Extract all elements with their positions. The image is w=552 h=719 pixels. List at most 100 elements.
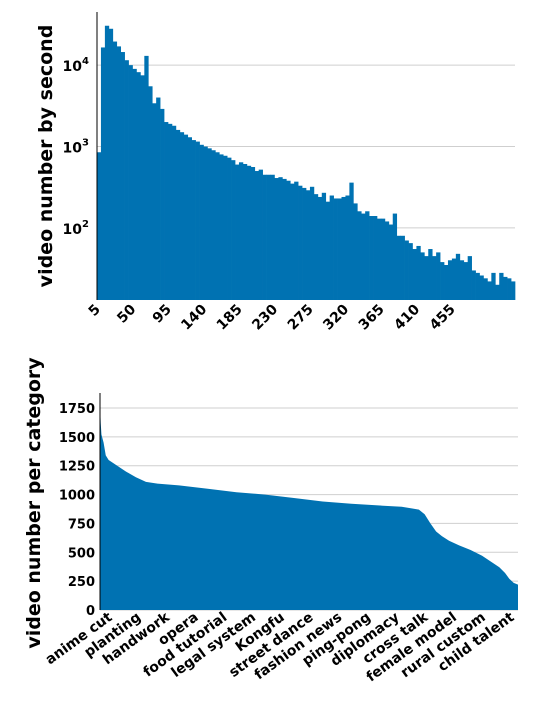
bottom-y-tick-label: 1750 bbox=[59, 402, 95, 417]
top-x-tick-label: 455 bbox=[427, 302, 459, 334]
bottom-bars-area bbox=[100, 403, 518, 610]
bottom-y-tick-label: 1250 bbox=[59, 460, 95, 475]
top-bar bbox=[104, 25, 110, 301]
bottom-y-axis-label: video number per category bbox=[23, 357, 45, 649]
top-bar bbox=[471, 270, 476, 300]
top-x-tick-label: 230 bbox=[249, 301, 281, 333]
top-bar bbox=[412, 249, 417, 300]
top-bar bbox=[262, 174, 267, 300]
top-bar bbox=[203, 146, 208, 300]
top-bar bbox=[290, 183, 295, 300]
top-bar bbox=[140, 75, 145, 301]
top-bar bbox=[124, 60, 129, 300]
top-bar bbox=[132, 68, 137, 300]
top-y-tick-labels: 102 103 104 bbox=[63, 56, 89, 238]
top-bar bbox=[306, 190, 311, 300]
top-bar bbox=[376, 218, 382, 300]
top-bar bbox=[152, 103, 157, 300]
top-bar bbox=[100, 47, 106, 301]
top-bar bbox=[396, 235, 401, 300]
bottom-bars bbox=[100, 403, 518, 610]
top-bar bbox=[349, 182, 354, 300]
top-bar bbox=[432, 256, 437, 300]
top-bar bbox=[235, 164, 240, 300]
top-bar bbox=[219, 154, 224, 300]
bottom-y-tick-label: 500 bbox=[68, 546, 95, 561]
top-bar bbox=[211, 150, 216, 300]
top-x-tick-label: 185 bbox=[214, 302, 246, 334]
top-bar bbox=[384, 221, 390, 300]
top-bar bbox=[270, 174, 275, 300]
bottom-y-tick-label: 750 bbox=[68, 517, 95, 532]
top-bar bbox=[227, 157, 232, 300]
top-bar bbox=[365, 211, 370, 300]
top-bar bbox=[258, 169, 263, 300]
top-bar bbox=[341, 196, 346, 300]
top-bar bbox=[459, 260, 465, 300]
top-bar bbox=[309, 186, 315, 300]
top-x-tick-label: 140 bbox=[178, 301, 210, 333]
top-bar bbox=[313, 194, 319, 300]
top-bar bbox=[380, 218, 386, 300]
top-bar bbox=[128, 65, 133, 300]
top-bar bbox=[171, 125, 177, 300]
top-bar bbox=[463, 262, 469, 300]
top-x-tick-label: 275 bbox=[285, 302, 317, 334]
top-bar bbox=[175, 129, 181, 300]
top-bar bbox=[302, 187, 307, 300]
top-bar bbox=[120, 52, 125, 300]
top-bar bbox=[420, 252, 425, 300]
top-bar bbox=[392, 213, 398, 300]
top-bar bbox=[329, 195, 334, 300]
bottom-y-tick-label: 0 bbox=[86, 604, 95, 619]
top-bar bbox=[215, 152, 220, 300]
top-bar bbox=[507, 278, 512, 300]
top-bar bbox=[511, 281, 516, 300]
top-x-tick-label: 365 bbox=[356, 302, 388, 334]
top-bar bbox=[451, 258, 457, 300]
top-bar bbox=[325, 201, 331, 300]
top-bar bbox=[345, 195, 350, 300]
top-bar bbox=[373, 216, 378, 300]
top-x-tick-labels: 5 50 95 140 185 230 275 320 365 410 455 bbox=[86, 301, 459, 333]
top-bar bbox=[424, 256, 429, 300]
top-bar bbox=[487, 281, 492, 300]
top-bar bbox=[266, 174, 271, 300]
top-bar bbox=[250, 167, 256, 300]
top-bar bbox=[195, 141, 200, 300]
top-bar bbox=[286, 180, 291, 300]
top-bar bbox=[231, 160, 236, 300]
top-bar bbox=[207, 148, 212, 300]
bottom-y-tick-label: 1500 bbox=[59, 431, 95, 446]
top-bar bbox=[179, 132, 185, 300]
top-bar bbox=[479, 275, 484, 300]
top-x-tick-label: 50 bbox=[114, 301, 139, 326]
distribution-per-category: 0 250 500 750 1000 1250 1500 1750 anime cutplan… bbox=[23, 357, 518, 685]
top-bar bbox=[108, 28, 114, 301]
top-bar bbox=[416, 245, 421, 300]
top-bar bbox=[388, 224, 394, 300]
top-bar bbox=[483, 278, 488, 300]
top-x-tick-label: 5 bbox=[86, 302, 104, 320]
top-bar bbox=[242, 163, 248, 300]
bottom-y-tick-label: 1000 bbox=[59, 489, 95, 504]
bottom-y-tick-label: 250 bbox=[68, 575, 95, 590]
top-bar bbox=[455, 253, 461, 300]
top-bar bbox=[144, 55, 149, 300]
top-bar bbox=[440, 262, 445, 300]
top-bar bbox=[254, 171, 260, 300]
top-y-axis-label: video number by second bbox=[35, 25, 57, 288]
top-bar bbox=[116, 46, 122, 300]
top-bar bbox=[317, 196, 323, 300]
top-bar bbox=[246, 165, 252, 300]
top-bar bbox=[191, 140, 196, 300]
top-bar bbox=[353, 203, 358, 300]
top-bar bbox=[436, 252, 441, 300]
top-bar bbox=[167, 123, 173, 300]
top-bar bbox=[408, 243, 413, 300]
top-bar bbox=[148, 86, 153, 300]
top-bar bbox=[357, 211, 362, 300]
top-bar bbox=[495, 284, 500, 300]
top-bar bbox=[282, 178, 287, 300]
